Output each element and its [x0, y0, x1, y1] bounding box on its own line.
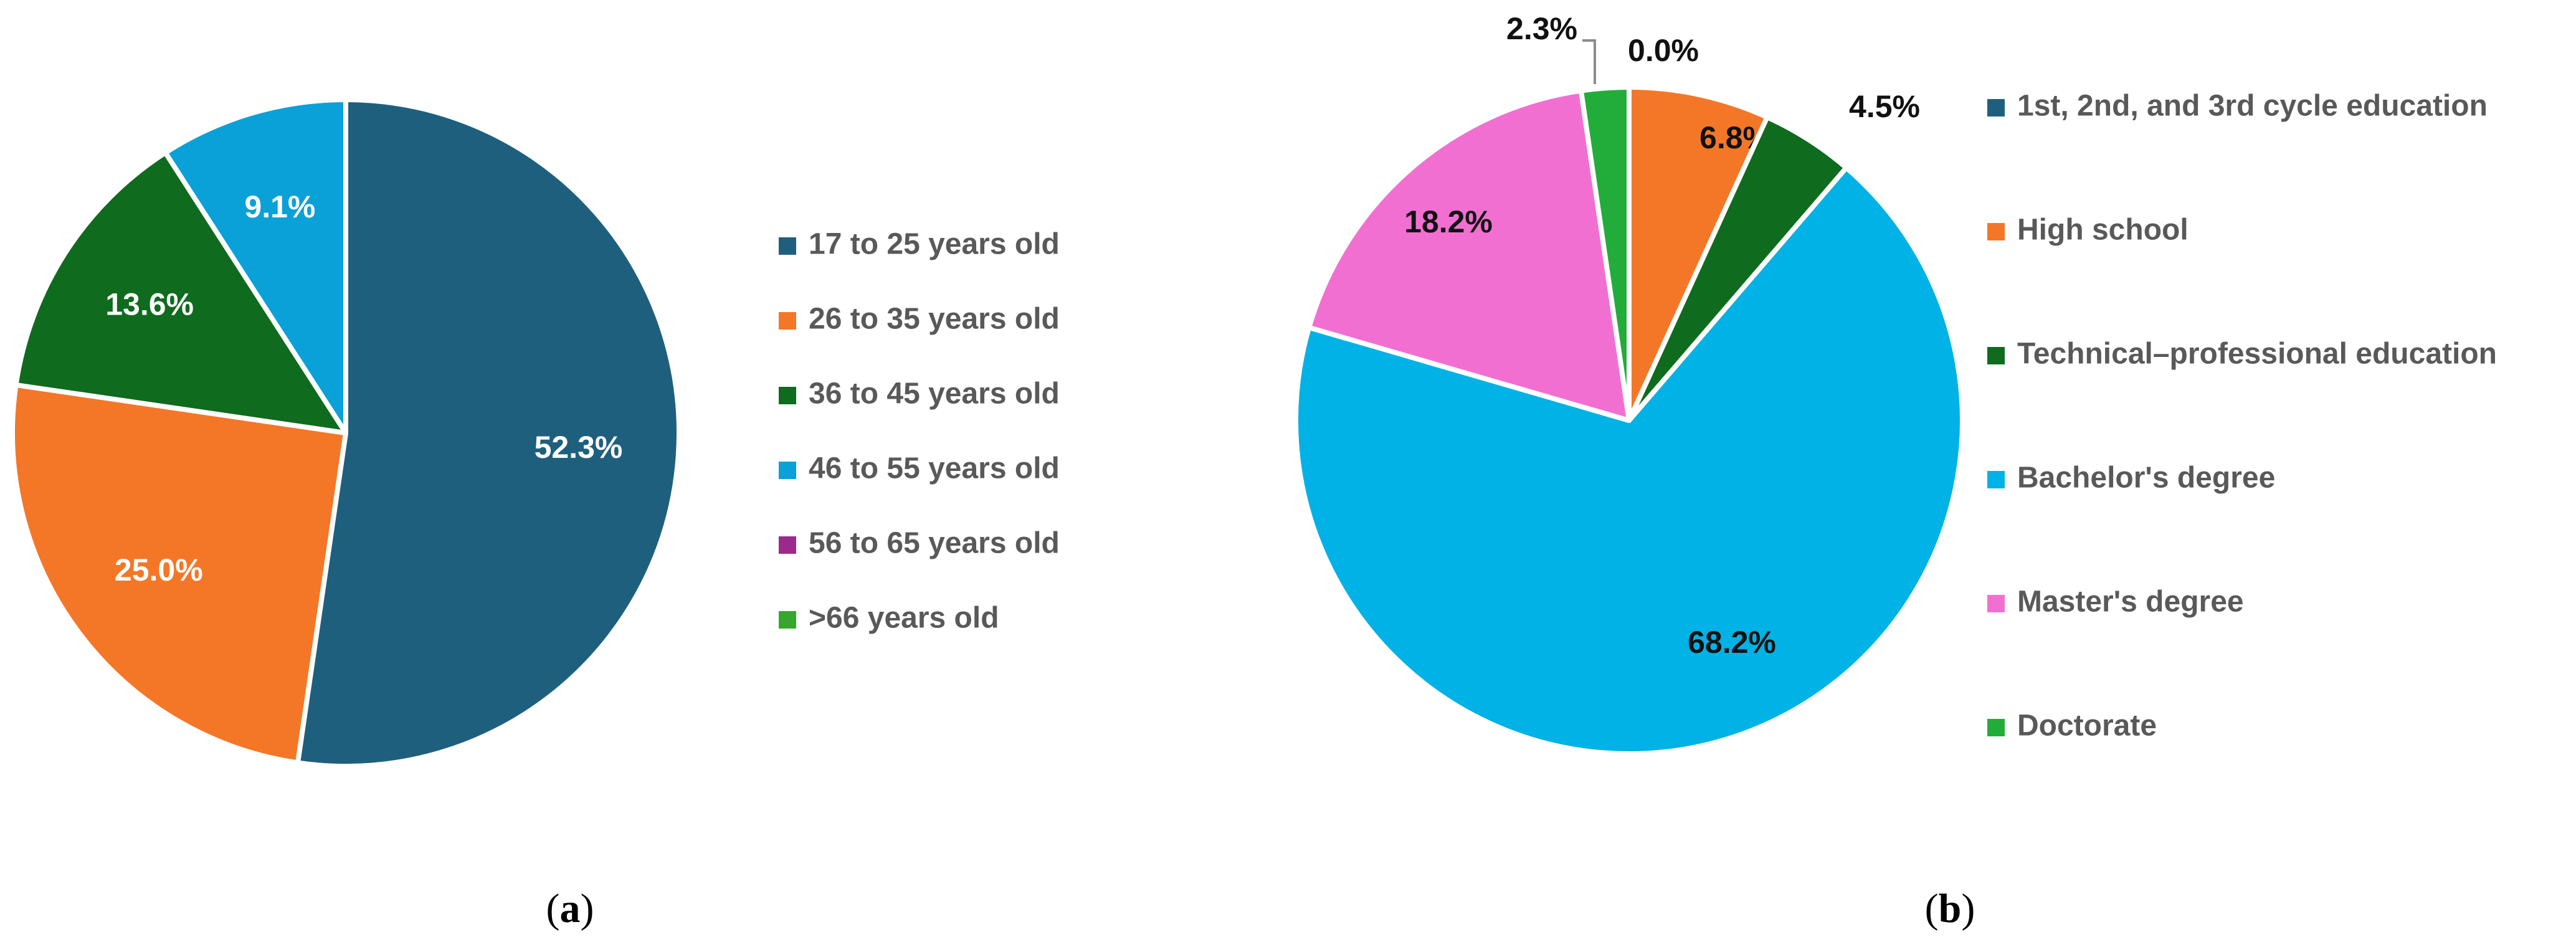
legend-label-doctorate: Doctorate — [2017, 710, 2157, 743]
pie-slice-26-to-35-years-old — [10, 382, 348, 766]
data-label-doctorate: 2.3% — [1506, 11, 1577, 46]
data-label-17-to-25-years-old: 52.3% — [535, 430, 623, 465]
pie-slice-36-to-45-years-old — [13, 150, 348, 435]
data-label-bachelor-s-degree: 68.2% — [1688, 625, 1776, 660]
legend-swatch-master-s-degree — [1987, 595, 2005, 612]
caption-b: (b) — [1925, 886, 1975, 931]
legend-label-technical-professional-education: Technical–professional education — [2017, 338, 2497, 371]
pie-chart-age: 52.3% 25.0% 13.6% 9.1% 17 to 25 years old 26 … — [10, 97, 1060, 769]
legend-swatch-high-school — [1987, 223, 2005, 240]
data-label-26-to-35-years-old: 25.0% — [115, 553, 203, 587]
legend-label-66-years-old: >66 years old — [809, 602, 999, 635]
data-label-36-to-45-years-old: 13.6% — [105, 287, 194, 322]
pie-slice-high-school — [1627, 85, 1770, 423]
legend-label-26-to-35-years-old: 26 to 35 years old — [809, 303, 1060, 336]
legend-label-46-to-55-years-old: 46 to 55 years old — [809, 452, 1060, 485]
legend-label-17-to-25-years-old: 17 to 25 years old — [809, 228, 1060, 261]
data-label-master-s-degree: 18.2% — [1404, 204, 1493, 239]
data-label-46-to-55-years-old: 9.1% — [244, 189, 315, 224]
caption-a: (a) — [546, 886, 594, 931]
pie-slice-46-to-55-years-old — [163, 97, 348, 435]
legend-swatch-17-to-25-years-old — [779, 237, 796, 255]
data-label-technical-professional-education: 4.5% — [1849, 89, 1920, 124]
pie-chart-education: 0.0%6.8%4.5%68.2%18.2%2.3%1st, 2nd, and … — [1293, 11, 2497, 756]
leader-line — [1582, 39, 1596, 84]
pie-slice-bachelor-s-degree — [1293, 165, 1965, 756]
legend-swatch-26-to-35-years-old — [779, 312, 796, 330]
data-label-1st-2nd-and-3rd-cycle-education: 0.0% — [1628, 33, 1699, 68]
legend-label-bachelor-s-degree: Bachelor's degree — [2017, 462, 2275, 495]
legend-swatch-doctorate — [1987, 719, 2005, 736]
legend-swatch-66-years-old — [779, 611, 796, 629]
legend-label-high-school: High school — [2017, 214, 2189, 247]
legend-swatch-36-to-45-years-old — [779, 387, 796, 404]
legend-swatch-technical-professional-education — [1987, 347, 2005, 364]
legend-swatch-56-to-65-years-old — [779, 536, 796, 554]
pie-slice-master-s-degree — [1306, 88, 1632, 423]
legend-label-master-s-degree: Master's degree — [2017, 586, 2244, 619]
legend-label-1st-2nd-and-3rd-cycle-education: 1st, 2nd, and 3rd cycle education — [2017, 90, 2488, 123]
legend-swatch-46-to-55-years-old — [779, 462, 796, 479]
pie-slice-17-to-25-years-old — [295, 97, 682, 769]
legend-swatch-1st-2nd-and-3rd-cycle-education — [1987, 99, 2005, 116]
legend-label-36-to-45-years-old: 36 to 45 years old — [809, 378, 1060, 411]
pie-slice-doctorate — [1578, 85, 1632, 423]
legend-label-56-to-65-years-old: 56 to 65 years old — [809, 527, 1060, 560]
legend-swatch-bachelor-s-degree — [1987, 471, 2005, 488]
